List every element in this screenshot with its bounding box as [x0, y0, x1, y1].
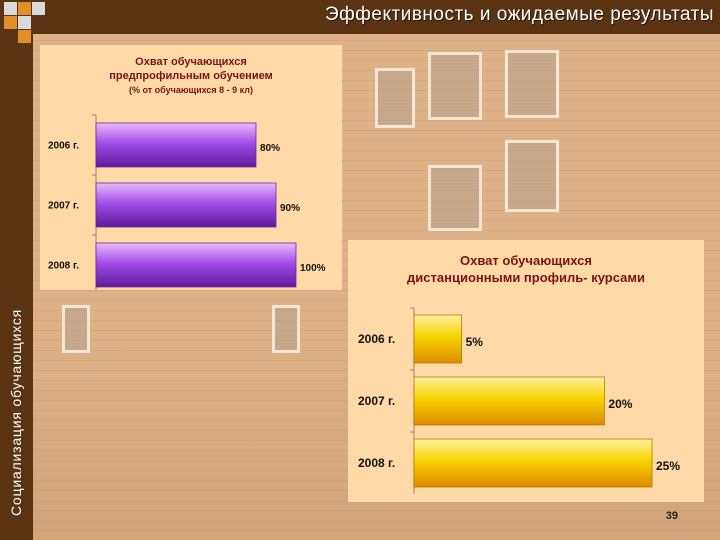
chart-title-preprofile: Охват обучающихся предпрофильным обучени…	[40, 55, 342, 97]
bar-chart-distance: 2006 г. 5% 2007 г. 20% 2008 г. 25%	[358, 307, 680, 494]
decor-square	[32, 2, 45, 15]
chart-title-line: Охват обучающихся	[460, 253, 592, 268]
category-label: 2008 г.	[358, 456, 395, 470]
decor-square	[18, 2, 31, 15]
category-label: 2006 г.	[48, 141, 79, 152]
bar-chart-preprofile: 2006 г. 80% 2007 г. 90% 2008 г. 100%	[48, 114, 326, 290]
chart-title-line: Охват обучающихся	[135, 56, 247, 68]
page-number: 39	[665, 510, 678, 522]
bar	[413, 314, 462, 364]
decor-square	[4, 2, 17, 15]
category-label: 2008 г.	[48, 261, 79, 272]
value-label: 20%	[608, 397, 632, 411]
bar	[413, 376, 605, 426]
value-label: 25%	[656, 459, 680, 473]
value-label: 80%	[260, 143, 280, 154]
chart-panel-distance: Охват обучающихся дистанционными профиль…	[348, 240, 704, 502]
chart-title-distance: Охват обучающихся дистанционными профиль…	[348, 252, 704, 286]
value-label: 100%	[300, 263, 326, 274]
decor-square	[18, 30, 31, 43]
building-window	[272, 305, 300, 353]
chart-title-line: предпрофильным обучением	[109, 70, 273, 82]
category-label: 2006 г.	[358, 332, 395, 346]
value-label: 5%	[466, 335, 484, 349]
value-label: 90%	[280, 203, 300, 214]
slide-title: Эффективность и ожидаемые результаты	[324, 4, 714, 25]
building-window	[505, 50, 559, 118]
building-window	[375, 68, 415, 128]
building-window	[62, 305, 90, 353]
decor-square	[18, 16, 31, 29]
bar	[413, 438, 653, 488]
bar	[95, 242, 297, 288]
category-label: 2007 г.	[48, 201, 79, 212]
category-label: 2007 г.	[358, 394, 395, 408]
bar	[95, 122, 257, 168]
building-window	[505, 140, 559, 212]
decor-square	[4, 16, 17, 29]
bar	[95, 182, 277, 228]
side-label: Социализация обучающихся	[8, 308, 24, 516]
building-window	[428, 52, 482, 120]
building-window	[428, 165, 482, 231]
title-bar	[33, 0, 720, 34]
side-label-wrap: Социализация обучающихся	[0, 0, 33, 540]
side-bar	[0, 0, 33, 540]
chart-subtitle: (% от обучающихся 8 - 9 кл)	[128, 85, 254, 95]
chart-title-line: дистанционными профиль- курсами	[407, 270, 645, 285]
chart-panel-preprofile: Охват обучающихся предпрофильным обучени…	[40, 45, 342, 290]
